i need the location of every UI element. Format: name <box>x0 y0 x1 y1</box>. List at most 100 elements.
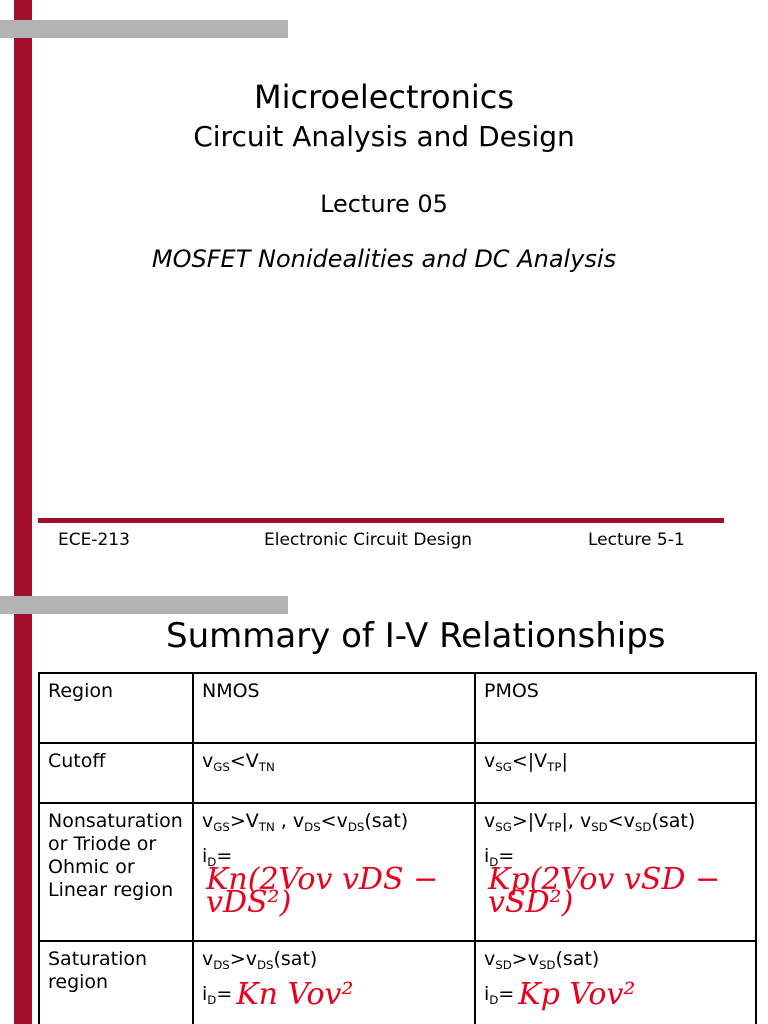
region-line: Ohmic or <box>48 856 135 878</box>
footer-center: Electronic Circuit Design <box>264 530 473 550</box>
text: >v <box>511 948 539 970</box>
subscript: GS <box>213 760 230 775</box>
table-cell: vSG<|VTP| <box>476 744 755 791</box>
table-rule <box>38 802 757 804</box>
subscript: D <box>489 993 499 1008</box>
text: (sat) <box>364 810 409 832</box>
table-cell: vSD>vSD(sat) iD= Kp Vov² <box>476 942 755 1024</box>
subscript: D <box>207 855 217 870</box>
subscript: DS <box>213 958 230 973</box>
formula-line: vSD>vSD(sat) <box>484 948 747 971</box>
table-cell: vSG>|VTP|, vSD<vSD(sat) iD=Kp(2Vov vSD − … <box>476 804 755 932</box>
region-line: Linear region <box>48 879 174 901</box>
text: >V <box>229 810 259 832</box>
subscript: DS <box>347 820 365 835</box>
topic: MOSFET Nonidealities and DC Analysis <box>151 245 617 273</box>
text: = <box>216 845 233 867</box>
footer-rule <box>38 518 724 523</box>
text: i <box>484 845 490 867</box>
subscript: TN <box>258 760 275 775</box>
formula-line: vSG<|VTP| <box>484 750 747 773</box>
table-rule <box>38 742 757 744</box>
region-line: or Triode or <box>48 833 157 855</box>
top-bar <box>0 596 288 614</box>
text: = <box>498 845 515 867</box>
slide-title: Microelectronics <box>254 78 514 116</box>
table-cell: NMOS <box>202 680 260 702</box>
subscript: D <box>207 993 217 1008</box>
subscript: TP <box>547 760 562 775</box>
text: v <box>202 948 214 970</box>
text: v <box>484 750 496 772</box>
table-cell: vGS<VTN <box>194 744 474 791</box>
table-cell: Saturation region <box>40 942 192 1000</box>
text: = <box>216 983 233 1005</box>
subscript: SD <box>591 820 608 835</box>
subscript: DS <box>304 820 321 835</box>
text: , v <box>274 810 305 832</box>
handwritten-note: Kp(2Vov vSD − vSD²) <box>488 862 721 920</box>
table-rule <box>192 672 194 1024</box>
table-cell: PMOS <box>484 680 539 702</box>
table-cell: Region <box>48 680 114 702</box>
slide-title: Summary of I-V Relationships <box>166 616 666 656</box>
text: v <box>484 948 496 970</box>
footer-right: Lecture 5-1 <box>588 530 685 550</box>
subscript: SG <box>495 760 512 775</box>
text: v <box>202 810 214 832</box>
region-line: Nonsaturation <box>48 810 183 832</box>
text: v <box>484 810 496 832</box>
handwritten-note: Kn(2Vov vDS − vDS²) <box>206 862 439 920</box>
table-rule <box>38 672 40 1024</box>
text: i <box>484 983 490 1005</box>
table-rule <box>38 940 757 942</box>
text: >|V <box>511 810 548 832</box>
region-line: Saturation <box>48 948 148 970</box>
subscript: GS <box>213 820 230 835</box>
subscript: SD <box>634 820 652 835</box>
table-rule <box>755 672 757 1024</box>
top-bar <box>0 20 288 38</box>
formula-line: vGS>VTN , vDS<vDS(sat) <box>202 810 466 833</box>
formula-line: iD= Kp Vov² <box>484 977 747 1012</box>
subscript: SG <box>495 820 512 835</box>
table-cell: Cutoff <box>40 744 192 779</box>
subscript: SD <box>538 958 556 973</box>
subscript: SD <box>495 958 512 973</box>
formula-line: vGS<VTN <box>202 750 466 773</box>
text: <|V <box>511 750 548 772</box>
table-cell: vDS>vDS(sat) iD= Kn Vov² <box>194 942 474 1024</box>
subscript: TP <box>547 820 562 835</box>
text: (sat) <box>273 948 318 970</box>
formula-line: iD=Kn(2Vov vDS − vDS²) <box>202 845 466 920</box>
text: | <box>561 750 568 772</box>
region-line: region <box>48 971 109 993</box>
subscript: TN <box>258 820 275 835</box>
handwritten-note: Kn Vov² <box>236 977 354 1012</box>
text: <v <box>607 810 635 832</box>
text: >v <box>229 948 257 970</box>
formula-line: iD= Kn Vov² <box>202 977 466 1012</box>
text: |, v <box>561 810 592 832</box>
subscript: D <box>489 855 499 870</box>
region-line: Cutoff <box>48 750 106 772</box>
text: (sat) <box>651 810 696 832</box>
subscript: DS <box>256 958 274 973</box>
text: i <box>202 845 208 867</box>
text: <V <box>229 750 259 772</box>
text: v <box>202 750 214 772</box>
lecture: Lecture 05 <box>320 190 448 218</box>
formula-line: vSG>|VTP|, vSD<vSD(sat) <box>484 810 747 833</box>
table-cell: Nonsaturation or Triode or Ohmic or Linear … <box>40 804 192 908</box>
formula-line: iD=Kp(2Vov vSD − vSD²) <box>484 845 747 920</box>
handwritten-note: Kp Vov² <box>518 977 636 1012</box>
text: i <box>202 983 208 1005</box>
text: (sat) <box>555 948 600 970</box>
table-rule <box>474 672 476 1024</box>
formula-line: vDS>vDS(sat) <box>202 948 466 971</box>
footer-left: ECE-213 <box>58 530 130 550</box>
side-bar <box>14 0 32 1024</box>
table-cell: vGS>VTN , vDS<vDS(sat) iD=Kn(2Vov vDS − v… <box>194 804 474 932</box>
text: <v <box>320 810 348 832</box>
